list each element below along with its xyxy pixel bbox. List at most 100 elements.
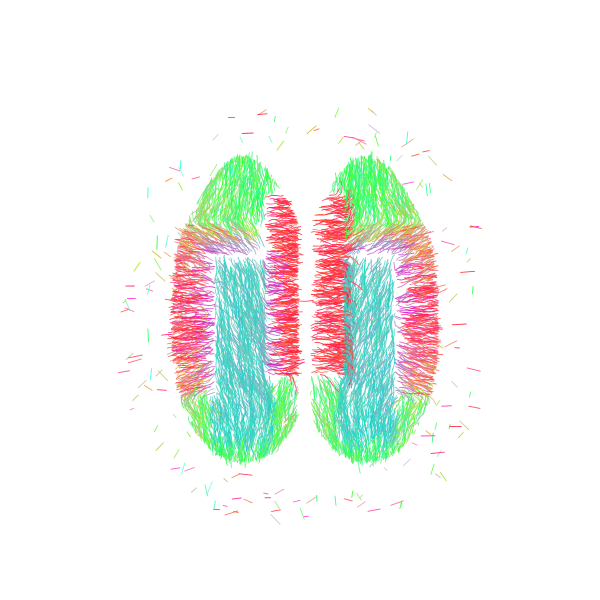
fiber-streamline (337, 180, 343, 196)
fiber-streamline (420, 281, 437, 284)
fiber-streamline (223, 344, 228, 369)
fiber-streamline (260, 165, 264, 177)
fiber-streamline (429, 285, 436, 288)
fiber-streamline (274, 219, 297, 223)
fiber-streamline (341, 167, 345, 192)
fiber-streamline (386, 454, 389, 459)
fiber-streamline (432, 288, 448, 294)
fiber-streamline (402, 371, 426, 385)
fiber-streamline (178, 241, 186, 250)
fiber-streamline (325, 255, 341, 260)
fiber-streamline (390, 395, 397, 413)
fiber-streamline (274, 304, 286, 307)
fiber-streamline (372, 309, 388, 330)
fiber-streamline (185, 301, 215, 307)
fiber-streamline (175, 365, 192, 372)
fiber-streamline (367, 211, 383, 234)
fiber-streamline (435, 369, 440, 372)
fiber-streamline (432, 379, 435, 383)
fiber-streamline (418, 354, 432, 361)
fiber-streamline (290, 225, 302, 228)
fiber-streamline (415, 241, 432, 254)
fiber-streamline (189, 375, 210, 391)
fiber-streamline (216, 223, 232, 245)
fiber-streamline (417, 259, 434, 265)
fiber-streamline (285, 391, 300, 407)
fiber-streamline (289, 268, 299, 271)
fiber-streamline (220, 324, 228, 342)
fiber-streamline (189, 292, 212, 302)
fiber-streamline (295, 227, 299, 230)
fiber-streamline (369, 417, 373, 443)
fiber-streamline (198, 352, 215, 357)
fiber-streamline (359, 460, 362, 465)
fiber-streamline (292, 233, 299, 237)
fiber-streamline (311, 360, 339, 363)
fiber-streamline (265, 194, 284, 198)
fiber-streamline (192, 418, 207, 441)
fiber-streamline (295, 287, 299, 289)
fiber-streamline (370, 460, 372, 463)
fiber-streamline (185, 225, 203, 242)
fiber-streamline (263, 262, 276, 274)
fiber-streamline (310, 376, 313, 382)
fiber-streamline (241, 448, 244, 462)
fiber-streamline (410, 308, 432, 311)
fiber-streamline (392, 357, 396, 369)
fiber-streamline (397, 305, 416, 308)
fiber-streamline (397, 351, 418, 357)
fiber-streamline (320, 373, 342, 396)
fiber-streamline (315, 286, 328, 288)
fiber-streamline (399, 310, 426, 314)
fiber-streamline (415, 404, 421, 421)
fiber-streamline (187, 416, 192, 425)
fiber-streamline (289, 224, 298, 226)
fiber-streamline (432, 382, 437, 385)
fiber-streamline (364, 271, 374, 292)
fiber-streamline (379, 239, 397, 252)
fiber-streamline (177, 360, 197, 365)
fiber-streamline (296, 386, 299, 389)
fiber-streamline (388, 254, 395, 273)
fiber-streamline (173, 362, 176, 364)
fiber-streamline (177, 232, 182, 237)
fiber-streamline (184, 242, 206, 254)
fiber-streamline (371, 452, 375, 460)
fiber-streamline (333, 445, 335, 450)
fiber-streamline (244, 456, 248, 462)
fiber-streamline (288, 290, 299, 294)
fiber-streamline (351, 432, 356, 456)
fiber-streamline (396, 276, 422, 281)
fiber-streamline (232, 159, 234, 164)
fiber-streamline (332, 412, 337, 442)
fiber-streamline (231, 240, 247, 251)
fiber-streamline (269, 252, 280, 255)
fiber-streamline (278, 266, 298, 273)
fiber-streamline (381, 361, 391, 391)
fiber-streamline (312, 362, 335, 366)
fiber-streamline (196, 286, 216, 290)
fiber-streamline (320, 239, 336, 246)
fiber-streamline (361, 174, 364, 193)
fiber-streamline (391, 442, 400, 457)
fiber-streamline (367, 247, 384, 256)
fiber-streamline (378, 258, 389, 282)
fiber-streamline (316, 213, 332, 216)
fiber-streamline (254, 453, 257, 461)
fiber-streamline (194, 368, 214, 377)
fiber-streamline (251, 449, 255, 463)
fiber-streamline (267, 281, 294, 284)
fiber-streamline (320, 429, 323, 438)
fiber-streamline (399, 341, 423, 349)
fiber-streamline (313, 294, 335, 299)
fiber-streamline (431, 370, 435, 373)
fiber-streamline (340, 172, 342, 180)
fiber-streamline (274, 181, 278, 187)
fiber-streamline (401, 384, 415, 394)
fiber-streamline (242, 316, 244, 330)
fiber-streamline (214, 370, 224, 397)
fiber-streamline (268, 206, 289, 210)
fiber-streamline (311, 248, 323, 251)
fiber-streamline (283, 254, 298, 258)
